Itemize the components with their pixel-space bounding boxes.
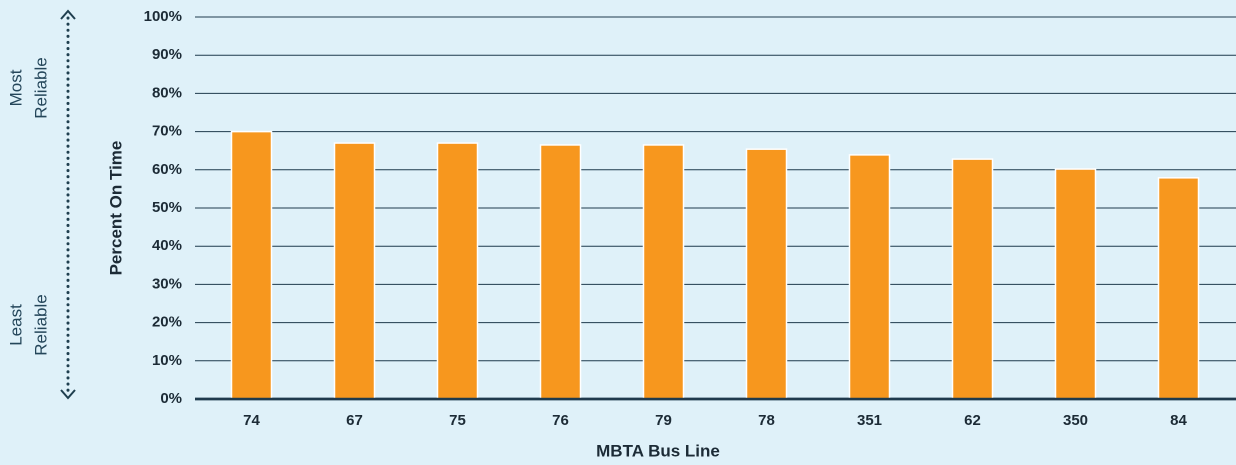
reliability-label: Most bbox=[6, 69, 25, 106]
x-tick-label: 350 bbox=[1063, 412, 1088, 429]
y-tick-label: 60% bbox=[152, 161, 182, 178]
y-axis-label: Percent On Time bbox=[106, 141, 125, 276]
y-tick-label: 90% bbox=[152, 46, 182, 63]
x-tick-label: 67 bbox=[346, 412, 363, 429]
y-tick-label: 10% bbox=[152, 352, 182, 369]
bar bbox=[745, 148, 788, 400]
bar bbox=[333, 142, 376, 400]
x-axis-label: MBTA Bus Line bbox=[596, 441, 720, 460]
arrow-head-bottom bbox=[60, 389, 76, 400]
reliability-label: Least bbox=[6, 304, 25, 346]
bar bbox=[230, 130, 273, 400]
arrow-head-top bbox=[60, 9, 76, 20]
x-tick-label: 75 bbox=[449, 412, 466, 429]
bar bbox=[539, 144, 582, 400]
x-tick-label: 79 bbox=[655, 412, 672, 429]
bar bbox=[436, 142, 479, 400]
x-tick-label: 74 bbox=[243, 412, 260, 429]
y-tick-label: 50% bbox=[152, 199, 182, 216]
x-tick-label: 78 bbox=[758, 412, 775, 429]
y-tick-label: 80% bbox=[152, 84, 182, 101]
bar bbox=[951, 158, 994, 400]
y-tick-label: 100% bbox=[144, 8, 182, 25]
x-tick-label: 62 bbox=[964, 412, 981, 429]
bar bbox=[642, 144, 685, 400]
y-tick-label: 20% bbox=[152, 314, 182, 331]
x-tick-label: 351 bbox=[857, 412, 882, 429]
x-tick-label: 84 bbox=[1170, 412, 1187, 429]
y-tick-label: 30% bbox=[152, 275, 182, 292]
bar bbox=[1157, 177, 1200, 400]
reliability-label: Reliable bbox=[31, 57, 50, 118]
y-tick-label: 0% bbox=[160, 390, 182, 407]
bar bbox=[848, 154, 891, 400]
reliability-label: Reliable bbox=[31, 294, 50, 355]
x-tick-label: 76 bbox=[552, 412, 569, 429]
bar bbox=[1054, 168, 1097, 400]
y-tick-label: 40% bbox=[152, 237, 182, 254]
y-tick-label: 70% bbox=[152, 123, 182, 140]
